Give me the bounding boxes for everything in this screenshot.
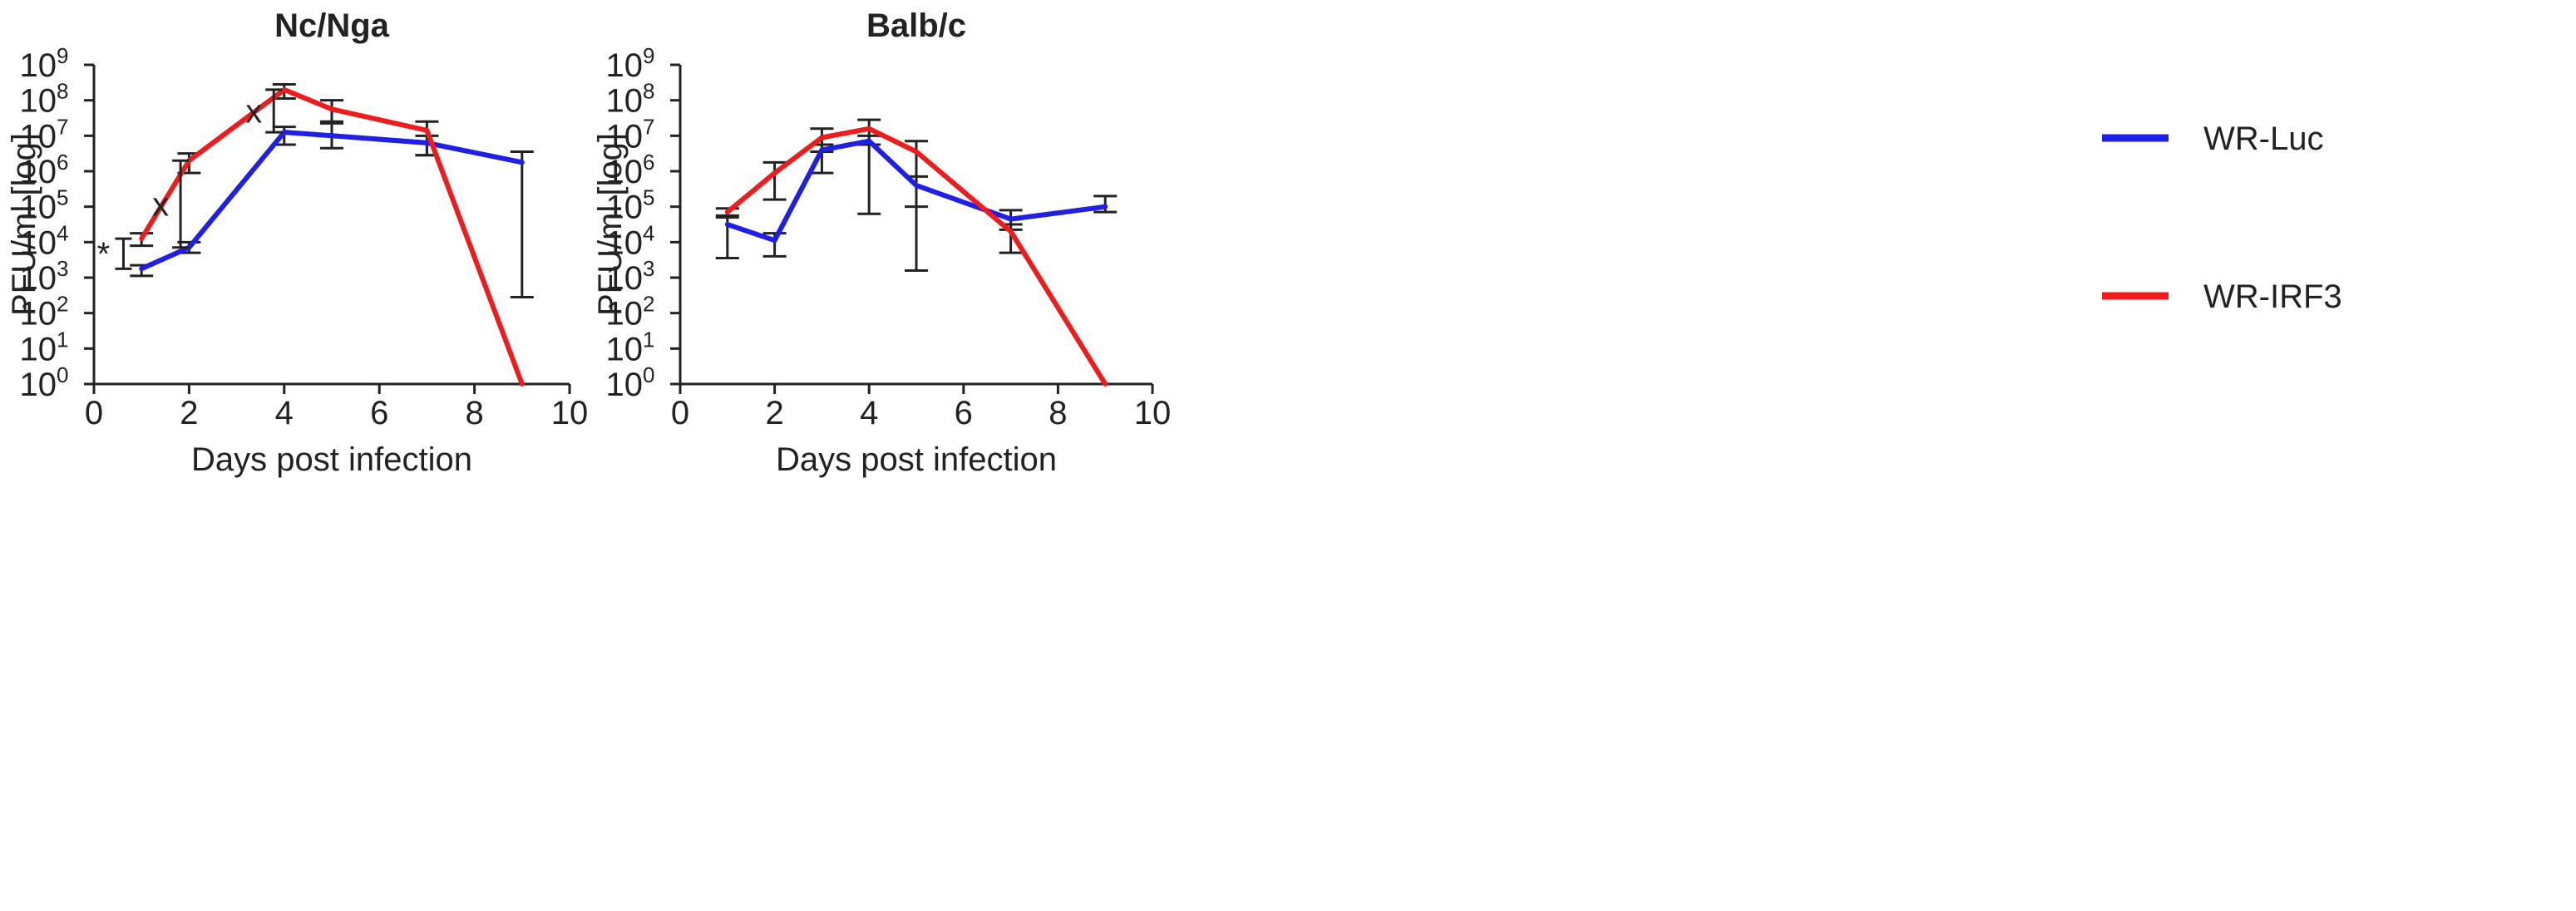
series-line-wr-luc [140,130,523,272]
data-point-wr-luc [1008,216,1014,222]
y-tick-label: 108 [606,79,655,120]
error-bar [510,150,534,298]
data-point-wr-luc [772,238,777,244]
data-point-wr-irf3 [724,209,730,215]
x-tick-label: 10 [551,395,589,431]
y-tick-label: 108 [20,79,69,120]
x-tick-label: 0 [85,395,103,431]
error-bar [762,160,787,201]
data-point-wr-irf3 [866,126,872,131]
panel-title: Balb/c [866,7,966,44]
significance-bracket: * [97,236,132,273]
y-axis-label: PFU/ml [log] [592,133,629,316]
y-axis-label: PFU/ml [log] [6,133,42,316]
data-point-wr-irf3 [1008,229,1014,234]
legend-item-wr-irf3: WR-IRF3 [2102,278,2342,315]
data-point-wr-luc [519,160,525,165]
data-point-wr-luc [866,138,872,144]
significance-label: x [245,93,262,130]
data-point-wr-irf3 [424,127,430,133]
y-tick-label: 107 [20,114,69,155]
data-point-wr-luc [281,130,287,135]
x-tick-label: 4 [860,395,878,431]
data-point-wr-irf3 [281,86,287,92]
x-tick-label: 6 [955,395,973,431]
data-point-wr-irf3 [914,149,919,155]
data-point-wr-luc [329,133,334,139]
legend-label-wr-irf3: WR-IRF3 [2203,278,2342,315]
data-point-wr-irf3 [519,382,525,387]
legend-label-wr-luc: WR-Luc [2203,121,2323,157]
y-tick-label: 103 [20,256,69,297]
y-tick-label: 101 [606,327,655,367]
data-point-wr-irf3 [772,170,777,176]
y-tick-label: 105 [20,185,69,226]
y-tick-label: 109 [20,43,69,84]
data-point-wr-luc [819,147,825,153]
x-tick-label: 8 [1049,395,1067,431]
data-point-wr-luc [724,222,730,227]
data-point-wr-irf3 [1103,382,1108,387]
y-tick-label: 105 [606,185,655,226]
y-tick-label: 100 [20,362,69,403]
legend: WR-Luc WR-IRF3 [2102,121,2342,315]
data-point-wr-irf3 [139,236,145,242]
x-axis-label: Days post infection [191,441,472,478]
x-tick-label: 6 [370,395,388,431]
data-point-wr-luc [1103,204,1108,209]
x-tick-label: 0 [671,395,689,431]
y-tick-label: 103 [606,256,655,297]
x-tick-label: 4 [275,395,294,431]
x-tick-label: 10 [1134,395,1172,431]
error-bar [1093,195,1118,214]
y-tick-label: 104 [606,220,655,261]
x-axis-label: Days post infection [776,441,1057,478]
x-tick-label: 2 [180,395,198,431]
data-point-wr-irf3 [329,106,334,112]
y-tick-label: 109 [606,43,655,84]
data-point-wr-luc [914,183,919,189]
y-tick-label: 106 [20,150,69,190]
y-tick-label: 102 [606,292,655,332]
x-tick-label: 8 [465,395,483,431]
y-tick-label: 106 [606,150,655,190]
y-tick-label: 100 [606,362,655,403]
y-tick-label: 104 [20,220,69,261]
data-point-wr-luc [139,266,145,272]
y-tick-label: 107 [606,114,655,155]
x-tick-label: 2 [765,395,783,431]
data-point-wr-irf3 [819,135,825,140]
significance-bracket: x [152,159,190,249]
significance-bracket: x [245,88,283,134]
data-point-wr-luc [424,140,430,145]
error-bar [320,99,343,125]
significance-label: x [152,186,169,223]
y-tick-label: 101 [20,327,69,367]
panel-title: Nc/Nga [274,7,390,44]
significance-label: * [97,236,111,273]
y-tick-label: 102 [20,292,69,332]
legend-item-wr-luc: WR-Luc [2102,121,2323,157]
